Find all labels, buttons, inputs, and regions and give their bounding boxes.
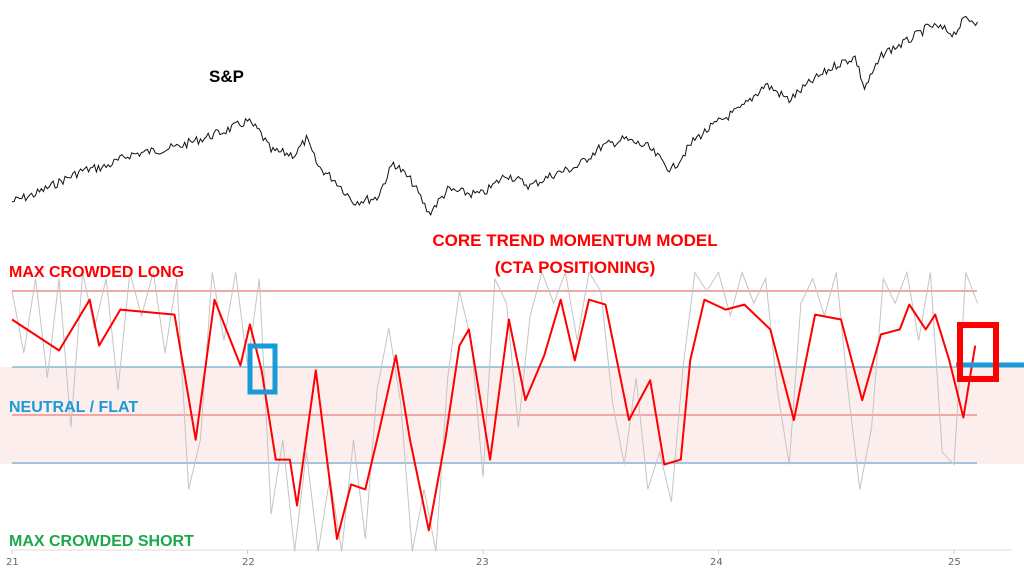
x-tick-label: 25 xyxy=(948,557,961,568)
sp-label: S&P xyxy=(209,67,244,86)
max-short-label: MAX CROWDED SHORT xyxy=(9,533,194,550)
x-tick-label: 24 xyxy=(710,557,723,568)
x-tick-label: 22 xyxy=(242,557,255,568)
x-tick-label: 21 xyxy=(6,557,19,568)
max-long-label: MAX CROWDED LONG xyxy=(9,264,185,281)
neutral-label: NEUTRAL / FLAT xyxy=(9,399,139,416)
model-subtitle: (CTA POSITIONING) xyxy=(494,258,656,277)
blue-highlight-box xyxy=(247,343,278,395)
model-title: CORE TREND MOMENTUM MODEL xyxy=(432,231,718,250)
raw-signal-line xyxy=(11,270,979,552)
model-line xyxy=(11,298,977,540)
sp-line xyxy=(12,15,978,216)
red-highlight-box xyxy=(957,322,999,382)
x-tick-label: 23 xyxy=(476,557,489,568)
